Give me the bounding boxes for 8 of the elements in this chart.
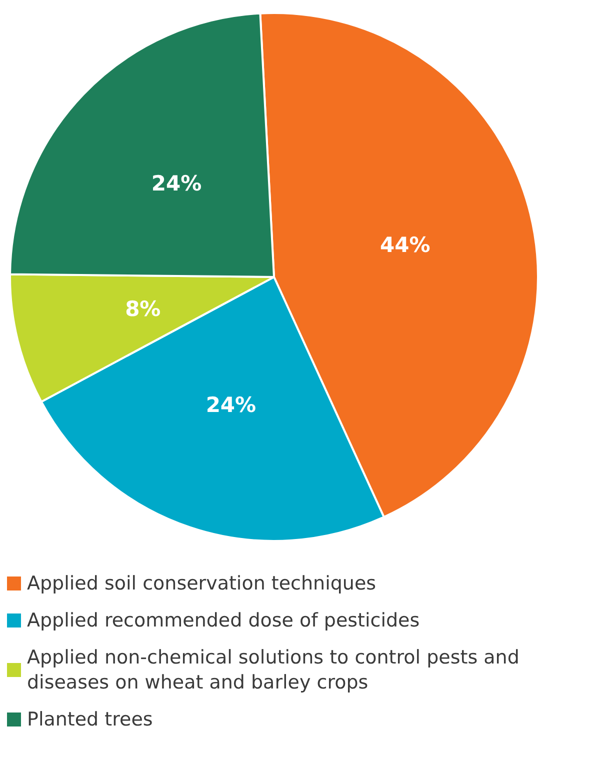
data-label: 24% [206,392,256,417]
legend-label: Applied soil conservation techniques [27,572,376,594]
legend-label: Applied recommended dose of pesticides [27,610,420,632]
data-label: 44% [380,232,430,257]
legend-label: Planted trees [27,708,153,730]
data-label: 8% [125,297,161,322]
legend-label: Applied non-chemical solutions to control pests and diseases on wheat and barley crops [27,646,526,694]
data-label: 24% [151,172,202,196]
